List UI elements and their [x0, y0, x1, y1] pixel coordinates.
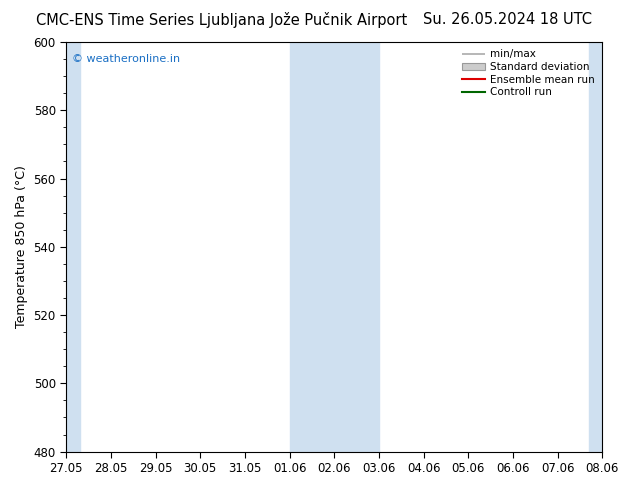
Bar — [290, 42, 379, 452]
Text: CMC-ENS Time Series Ljubljana Jože Pučnik Airport: CMC-ENS Time Series Ljubljana Jože Pučni… — [36, 12, 408, 28]
Text: © weatheronline.in: © weatheronline.in — [72, 54, 179, 64]
Y-axis label: Temperature 850 hPa (°C): Temperature 850 hPa (°C) — [15, 166, 28, 328]
Text: Su. 26.05.2024 18 UTC: Su. 26.05.2024 18 UTC — [423, 12, 592, 27]
Bar — [589, 42, 616, 452]
Bar — [53, 42, 80, 452]
Legend: min/max, Standard deviation, Ensemble mean run, Controll run: min/max, Standard deviation, Ensemble me… — [460, 47, 597, 99]
